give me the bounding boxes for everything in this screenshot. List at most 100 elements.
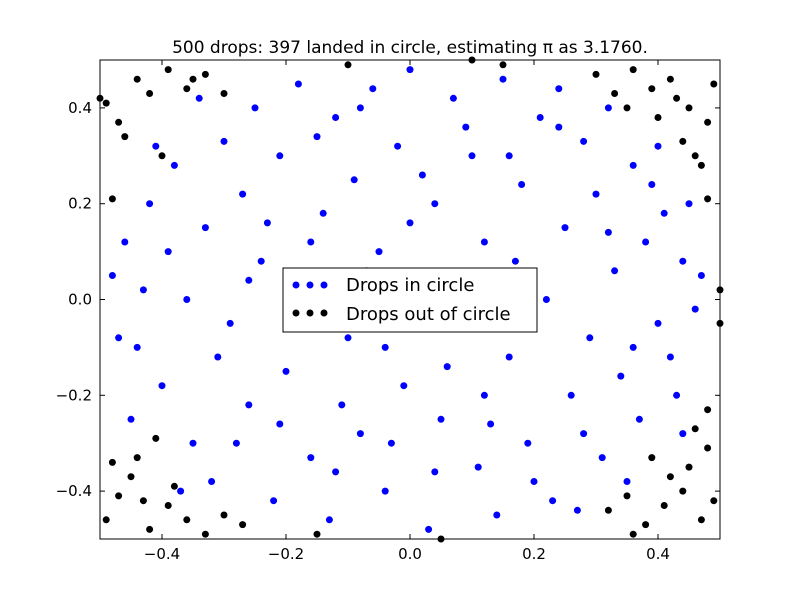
point-in-circle-48	[536, 114, 544, 121]
point-in-circle-108	[555, 123, 563, 131]
point-in-circle-76	[338, 401, 346, 409]
points-layer	[96, 56, 724, 543]
point-in-circle-23	[325, 516, 333, 524]
point-in-circle-91	[685, 200, 693, 208]
point-in-circle-105	[480, 391, 488, 399]
point-in-circle-93	[139, 286, 147, 294]
point-in-circle-57	[611, 267, 619, 275]
chart-title: 500 drops: 397 landed in circle, estimat…	[172, 38, 648, 58]
y-tick-label-4: −0.4	[56, 482, 92, 500]
point-in-circle-50	[549, 497, 557, 505]
point-in-circle-83	[511, 257, 519, 265]
point-out-of-circle-44	[710, 497, 718, 505]
point-in-circle-102	[406, 219, 414, 227]
point-out-of-circle-22	[170, 482, 178, 490]
legend-marker-out-2	[306, 309, 314, 317]
point-in-circle-68	[127, 415, 135, 423]
point-in-circle-90	[673, 391, 681, 399]
point-in-circle-96	[245, 276, 253, 284]
y-tick-label-3: −0.2	[56, 386, 92, 404]
point-in-circle-62	[654, 319, 662, 327]
point-out-of-circle-11	[102, 516, 110, 524]
point-in-circle-75	[313, 133, 321, 141]
point-in-circle-36	[431, 200, 439, 208]
point-out-of-circle-5	[183, 85, 191, 93]
point-in-circle-17	[276, 152, 284, 160]
point-in-circle-55	[592, 190, 600, 198]
point-out-of-circle-38	[604, 506, 612, 514]
point-in-circle-11	[226, 319, 234, 327]
point-in-circle-25	[344, 334, 352, 342]
point-in-circle-65	[679, 257, 687, 265]
point-out-of-circle-33	[697, 161, 705, 169]
point-in-circle-111	[629, 343, 637, 351]
point-in-circle-109	[580, 430, 588, 438]
point-in-circle-87	[604, 104, 612, 112]
point-in-circle-5	[170, 161, 178, 169]
point-in-circle-81	[462, 123, 470, 131]
point-in-circle-101	[381, 343, 389, 351]
point-in-circle-113	[679, 430, 687, 438]
point-out-of-circle-49	[629, 530, 637, 538]
point-in-circle-95	[214, 353, 222, 361]
point-in-circle-82	[487, 420, 495, 428]
point-in-circle-24	[332, 114, 340, 121]
point-out-of-circle-37	[691, 152, 699, 160]
point-out-of-circle-10	[158, 152, 166, 160]
legend-box	[282, 267, 538, 333]
y-tick-label-0: 0.4	[68, 99, 92, 117]
point-in-circle-31	[394, 142, 402, 150]
point-out-of-circle-26	[629, 66, 637, 74]
point-in-circle-44	[499, 75, 507, 83]
point-in-circle-80	[443, 363, 451, 371]
y-tick-label-2: 0.0	[68, 291, 92, 309]
point-in-circle-106	[505, 152, 513, 160]
point-out-of-circle-51	[691, 425, 699, 433]
x-tick-label-2: 0.0	[398, 545, 422, 563]
point-in-circle-13	[245, 401, 253, 409]
point-out-of-circle-13	[127, 473, 135, 481]
point-in-circle-43	[493, 511, 501, 519]
point-in-circle-10	[220, 137, 228, 145]
point-out-of-circle-56	[673, 94, 681, 102]
point-in-circle-9	[208, 478, 216, 485]
point-out-of-circle-2	[133, 75, 141, 83]
point-in-circle-42	[480, 238, 488, 246]
point-out-of-circle-4	[164, 66, 172, 74]
point-out-of-circle-46	[704, 444, 712, 452]
point-out-of-circle-52	[139, 497, 147, 505]
point-out-of-circle-27	[648, 85, 656, 93]
point-in-circle-28	[369, 85, 377, 93]
point-out-of-circle-40	[642, 521, 650, 529]
point-out-of-circle-23	[239, 521, 247, 529]
point-in-circle-86	[573, 506, 581, 514]
point-out-of-circle-7	[220, 90, 228, 97]
point-in-circle-6	[183, 296, 191, 303]
point-in-circle-30	[381, 487, 389, 495]
point-out-of-circle-60	[499, 61, 507, 69]
point-in-circle-3	[146, 200, 154, 208]
point-out-of-circle-6	[201, 70, 209, 78]
point-in-circle-27	[356, 430, 364, 438]
point-in-circle-52	[567, 391, 575, 399]
point-out-of-circle-30	[704, 118, 712, 126]
point-in-circle-32	[400, 382, 408, 390]
point-in-circle-54	[586, 334, 594, 342]
point-in-circle-70	[177, 487, 185, 495]
point-in-circle-4	[158, 382, 166, 390]
point-in-circle-46	[518, 181, 526, 188]
point-out-of-circle-20	[133, 454, 141, 462]
point-in-circle-22	[319, 209, 327, 217]
legend: Drops in circle Drops out of circle	[282, 267, 538, 333]
point-in-circle-15	[257, 257, 265, 265]
point-out-of-circle-25	[611, 90, 619, 97]
point-in-circle-100	[356, 104, 364, 112]
point-in-circle-58	[617, 372, 625, 380]
point-in-circle-26	[350, 176, 358, 184]
point-out-of-circle-24	[592, 70, 600, 78]
legend-marker-out-3	[320, 309, 328, 317]
legend-marker-in-3	[320, 281, 328, 289]
legend-label-in-circle: Drops in circle	[346, 275, 474, 296]
x-tick-label-1: −0.2	[268, 545, 304, 563]
